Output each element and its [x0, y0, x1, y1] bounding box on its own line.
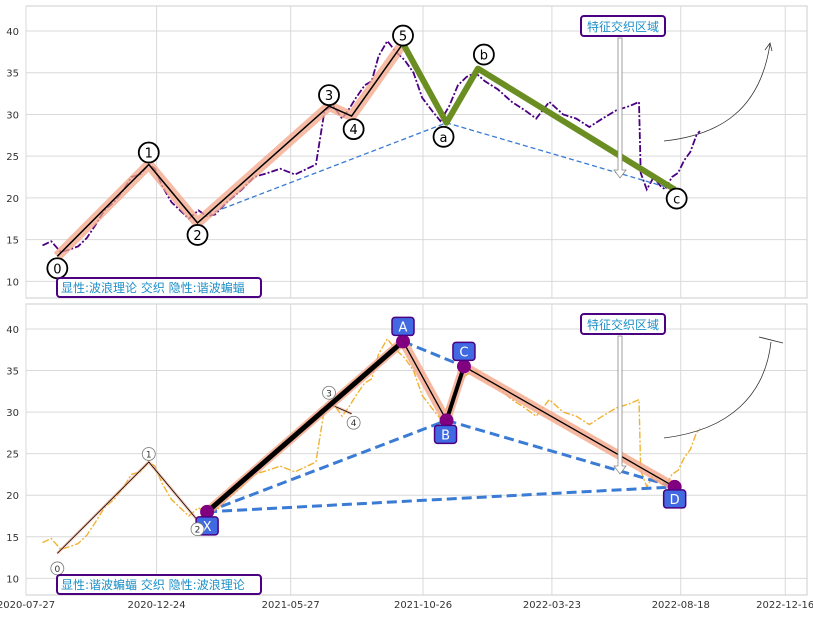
wave-label: 1 [146, 450, 152, 460]
wave-label-circle [392, 24, 414, 47]
pattern-legend-box [56, 574, 262, 595]
pattern-legend-box [56, 277, 262, 298]
harmonic-dashed-line [446, 418, 676, 489]
harmonic-line [402, 341, 676, 488]
y-tick-label: 20 [6, 491, 19, 502]
wave-label-circle [346, 415, 361, 430]
harmonic-label: B [441, 428, 450, 443]
x-tick-label: 2020-12-24 [128, 600, 186, 611]
y-tick-label: 30 [6, 408, 19, 419]
harmonic-label: D [670, 493, 680, 508]
wave-label-circle [318, 84, 340, 107]
correction-label: b [480, 49, 488, 64]
correction-label-circle [665, 187, 688, 210]
feature-zone-box [580, 313, 666, 335]
wave-label-circle [137, 141, 160, 164]
x-tick-label: 2022-03-23 [523, 600, 581, 611]
pattern-legend-text: 显性:波浪理论 交织 隐性:谐波蝙蝠 [61, 280, 245, 295]
wave-label-circle [342, 118, 365, 141]
wave-label: 3 [326, 389, 332, 399]
y-tick-label: 10 [6, 574, 19, 585]
wave-label: 3 [325, 89, 333, 104]
x-tick-label: 2022-08-18 [652, 600, 710, 611]
feature-zone-label: 特征交织区域 [587, 317, 659, 332]
feature-zone-label: 特征交织区域 [587, 19, 659, 34]
wave-label-circle [322, 385, 336, 400]
y-tick-label: 15 [6, 236, 19, 247]
wave-label-circle [186, 224, 209, 246]
wave-label: 2 [193, 229, 201, 244]
harmonic-label: A [399, 320, 408, 335]
arrowhead-icon [764, 42, 773, 52]
harmonic-point-marker [439, 413, 454, 428]
harmonic-point-marker [456, 359, 471, 374]
harmonic-dashed-line [207, 485, 675, 514]
harmonic-label-box [433, 424, 458, 445]
projection-arrow [663, 43, 771, 142]
y-tick-label: 35 [6, 69, 19, 80]
x-tick-label: 2020-07-27 [0, 600, 55, 611]
x-tick-label: 2022-12-16 [756, 600, 813, 611]
correction-label: a [440, 131, 448, 146]
harmonic-leg-xa [205, 339, 405, 514]
correction-label-circle [432, 125, 455, 148]
y-tick-label: 25 [6, 152, 19, 163]
wave-label: 4 [349, 123, 357, 138]
y-tick-label: 30 [6, 110, 19, 121]
harmonic-dashed-line [402, 340, 465, 368]
y-tick-label: 20 [6, 194, 19, 205]
harmonic-label: X [203, 520, 212, 535]
wave-label: 0 [54, 565, 60, 575]
y-tick-label: 40 [6, 27, 19, 38]
y-tick-label: 10 [6, 277, 19, 288]
wave-label: 0 [53, 262, 61, 277]
projection-arrow [663, 341, 772, 439]
harmonic-label-box [662, 489, 687, 509]
wave-label: 4 [351, 419, 357, 429]
harmonic-point-marker [396, 334, 411, 349]
wave-label: 2 [195, 526, 201, 536]
projection-end-cap [758, 336, 784, 344]
y-tick-label: 40 [6, 325, 19, 336]
feature-zone-box [580, 15, 666, 37]
correction-label: c [673, 193, 680, 208]
harmonic-label-box [452, 341, 476, 362]
harmonic-point-marker [200, 504, 215, 519]
correction-line [400, 42, 677, 193]
wave-label-circle [190, 522, 205, 537]
wave-label: 1 [145, 147, 153, 162]
pointer-arrow-icon [613, 37, 627, 179]
harmonic-dashed-line [206, 418, 448, 514]
price-series-line [42, 39, 701, 254]
harmonic-label-box [391, 316, 415, 337]
pattern-legend-text: 显性:谐波蝙蝠 交织 隐性:波浪理论 [61, 577, 245, 592]
x-tick-label: 2021-05-27 [262, 600, 320, 611]
wave-line [56, 43, 404, 257]
harmonic-label: C [459, 345, 468, 360]
y-tick-label: 15 [6, 533, 19, 544]
y-tick-label: 35 [6, 367, 19, 378]
correction-label-circle [472, 43, 495, 66]
pointer-arrow-icon [613, 335, 627, 475]
y-tick-label: 25 [6, 450, 19, 461]
wave-label-circle [141, 447, 156, 461]
wave-label: 5 [399, 30, 407, 45]
x-tick-label: 2021-10-26 [394, 600, 452, 611]
